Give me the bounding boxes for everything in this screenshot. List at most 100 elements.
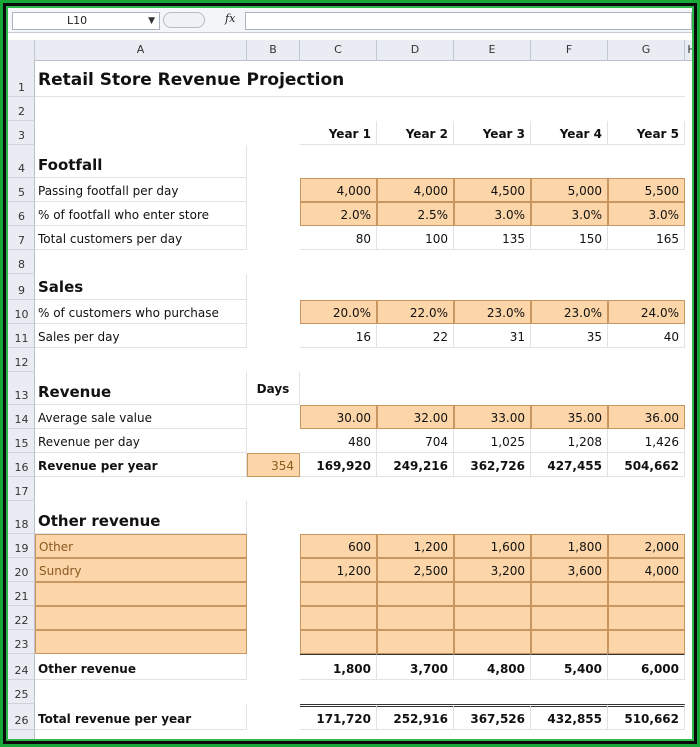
row-header[interactable]: 10 xyxy=(8,300,35,324)
row-header[interactable]: 18 xyxy=(8,501,35,534)
input-cell[interactable] xyxy=(531,606,608,630)
input-cell[interactable]: 3,600 xyxy=(531,558,608,582)
input-cell[interactable]: 23.0% xyxy=(454,300,531,324)
row-label[interactable]: Sales per day xyxy=(35,324,247,348)
value-cell[interactable]: 480 xyxy=(300,429,377,453)
select-all-corner[interactable] xyxy=(8,40,35,60)
input-cell[interactable]: 36.00 xyxy=(608,405,685,429)
row-header[interactable]: 6 xyxy=(8,202,35,226)
value-cell[interactable]: 1,426 xyxy=(608,429,685,453)
formula-input[interactable] xyxy=(245,12,692,30)
input-label-cell[interactable]: Other xyxy=(35,534,247,558)
row-header[interactable]: 26 xyxy=(8,704,35,730)
value-cell[interactable]: 704 xyxy=(377,429,454,453)
row-header[interactable]: 3 xyxy=(8,121,35,145)
row-label[interactable]: Revenue per year xyxy=(35,453,247,477)
value-cell[interactable]: 5,400 xyxy=(531,654,608,680)
insert-function-icon[interactable]: fx xyxy=(225,12,236,25)
section-heading[interactable]: Sales xyxy=(35,274,247,300)
input-cell[interactable]: 2.5% xyxy=(377,202,454,226)
value-cell[interactable]: 510,662 xyxy=(608,704,685,730)
year-header[interactable]: Year 1 xyxy=(300,121,377,145)
value-cell[interactable]: 150 xyxy=(531,226,608,250)
input-cell[interactable]: 24.0% xyxy=(608,300,685,324)
row-header[interactable]: 9 xyxy=(8,274,35,300)
column-header-g[interactable]: G xyxy=(608,40,685,60)
row-header[interactable]: 27 xyxy=(8,730,35,739)
input-cell[interactable]: 600 xyxy=(300,534,377,558)
row-header[interactable]: 17 xyxy=(8,477,35,501)
value-cell[interactable]: 1,025 xyxy=(454,429,531,453)
value-cell[interactable]: 427,455 xyxy=(531,453,608,477)
row-label[interactable]: Passing footfall per day xyxy=(35,178,247,202)
value-cell[interactable]: 249,216 xyxy=(377,453,454,477)
input-cell[interactable] xyxy=(377,630,454,654)
row-header[interactable]: 23 xyxy=(8,630,35,654)
row-header[interactable]: 12 xyxy=(8,348,35,372)
input-label-cell[interactable] xyxy=(35,630,247,654)
value-cell[interactable]: 169,920 xyxy=(300,453,377,477)
year-header[interactable]: Year 2 xyxy=(377,121,454,145)
value-cell[interactable]: 362,726 xyxy=(454,453,531,477)
days-input-cell[interactable]: 354 xyxy=(247,453,300,477)
section-heading[interactable]: Footfall xyxy=(35,145,247,178)
value-cell[interactable]: 16 xyxy=(300,324,377,348)
section-heading[interactable]: Other revenue xyxy=(35,501,247,534)
input-cell[interactable] xyxy=(300,606,377,630)
column-header-d[interactable]: D xyxy=(377,40,454,60)
input-cell[interactable]: 1,200 xyxy=(377,534,454,558)
row-header[interactable]: 1 xyxy=(8,60,35,97)
input-cell[interactable]: 33.00 xyxy=(454,405,531,429)
value-cell[interactable]: 1,800 xyxy=(300,654,377,680)
value-cell[interactable]: 1,208 xyxy=(531,429,608,453)
value-cell[interactable]: 6,000 xyxy=(608,654,685,680)
input-cell[interactable]: 1,200 xyxy=(300,558,377,582)
input-cell[interactable]: 23.0% xyxy=(531,300,608,324)
row-header[interactable]: 24 xyxy=(8,654,35,680)
input-cell[interactable] xyxy=(377,606,454,630)
row-label[interactable]: Total revenue per year xyxy=(35,704,247,730)
input-cell[interactable] xyxy=(454,630,531,654)
row-header[interactable]: 19 xyxy=(8,534,35,558)
input-cell[interactable] xyxy=(300,630,377,654)
value-cell[interactable]: 3,700 xyxy=(377,654,454,680)
input-cell[interactable]: 20.0% xyxy=(300,300,377,324)
row-header[interactable]: 7 xyxy=(8,226,35,250)
value-cell[interactable]: 504,662 xyxy=(608,453,685,477)
input-cell[interactable]: 5,000 xyxy=(531,178,608,202)
row-header[interactable]: 2 xyxy=(8,97,35,121)
value-cell[interactable]: 135 xyxy=(454,226,531,250)
row-header[interactable]: 20 xyxy=(8,558,35,582)
column-header-a[interactable]: A xyxy=(35,40,247,60)
column-header-f[interactable]: F xyxy=(531,40,608,60)
input-cell[interactable]: 2,000 xyxy=(608,534,685,558)
input-cell[interactable]: 35.00 xyxy=(531,405,608,429)
input-cell[interactable]: 1,800 xyxy=(531,534,608,558)
name-box[interactable]: L10 ▼ xyxy=(12,12,160,30)
input-cell[interactable]: 1,600 xyxy=(454,534,531,558)
input-label-cell[interactable] xyxy=(35,606,247,630)
value-cell[interactable]: 100 xyxy=(377,226,454,250)
input-cell[interactable]: 4,500 xyxy=(454,178,531,202)
row-header[interactable]: 8 xyxy=(8,250,35,274)
column-header-c[interactable]: C xyxy=(300,40,377,60)
input-cell[interactable] xyxy=(454,606,531,630)
days-header[interactable]: Days xyxy=(247,372,300,405)
input-cell[interactable] xyxy=(454,582,531,606)
input-cell[interactable]: 3.0% xyxy=(454,202,531,226)
input-cell[interactable]: 22.0% xyxy=(377,300,454,324)
row-header[interactable]: 4 xyxy=(8,145,35,178)
value-cell[interactable]: 4,800 xyxy=(454,654,531,680)
row-header[interactable]: 25 xyxy=(8,680,35,704)
value-cell[interactable]: 171,720 xyxy=(300,704,377,730)
chevron-down-icon[interactable]: ▼ xyxy=(148,16,155,26)
input-label-cell[interactable] xyxy=(35,582,247,606)
input-cell[interactable]: 4,000 xyxy=(300,178,377,202)
value-cell[interactable]: 40 xyxy=(608,324,685,348)
input-cell[interactable] xyxy=(608,582,685,606)
column-header-b[interactable]: B xyxy=(247,40,300,60)
row-header[interactable]: 22 xyxy=(8,606,35,630)
input-cell[interactable]: 3,200 xyxy=(454,558,531,582)
input-cell[interactable]: 32.00 xyxy=(377,405,454,429)
input-cell[interactable]: 30.00 xyxy=(300,405,377,429)
